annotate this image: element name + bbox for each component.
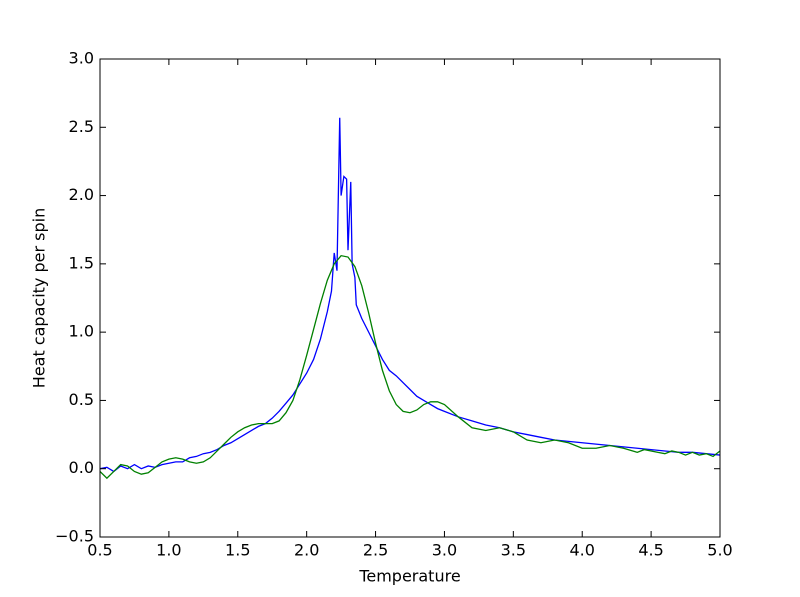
data-line bbox=[100, 254, 720, 480]
y-tick-label: 1.5 bbox=[69, 253, 94, 272]
y-tick-label: 1.0 bbox=[69, 322, 94, 341]
x-tick-label: 3.5 bbox=[501, 541, 526, 560]
x-tick-label: 5.0 bbox=[707, 541, 732, 560]
y-tick-label: 0.0 bbox=[69, 458, 94, 477]
x-tick-label: 3.0 bbox=[432, 541, 457, 560]
x-tick-label: 4.0 bbox=[569, 541, 594, 560]
x-tick-label: 2.5 bbox=[363, 541, 388, 560]
y-tick-label: 0.5 bbox=[69, 390, 94, 409]
data-line bbox=[100, 117, 720, 473]
x-tick-label: 4.5 bbox=[638, 541, 663, 560]
x-tick-label: 1.0 bbox=[156, 541, 181, 560]
x-tick-label: 0.5 bbox=[87, 541, 112, 560]
y-tick-label: 2.5 bbox=[69, 117, 94, 136]
x-tick-label: 1.5 bbox=[225, 541, 250, 560]
x-tick-label: 2.0 bbox=[294, 541, 319, 560]
plot-frame bbox=[99, 58, 721, 538]
y-axis-label: Heat capacity per spin bbox=[30, 208, 49, 388]
y-tick-label: 2.0 bbox=[69, 185, 94, 204]
y-tick-label: −0.5 bbox=[55, 527, 94, 546]
x-axis-label: Temperature bbox=[358, 567, 460, 586]
y-tick-label: 3.0 bbox=[69, 49, 94, 68]
